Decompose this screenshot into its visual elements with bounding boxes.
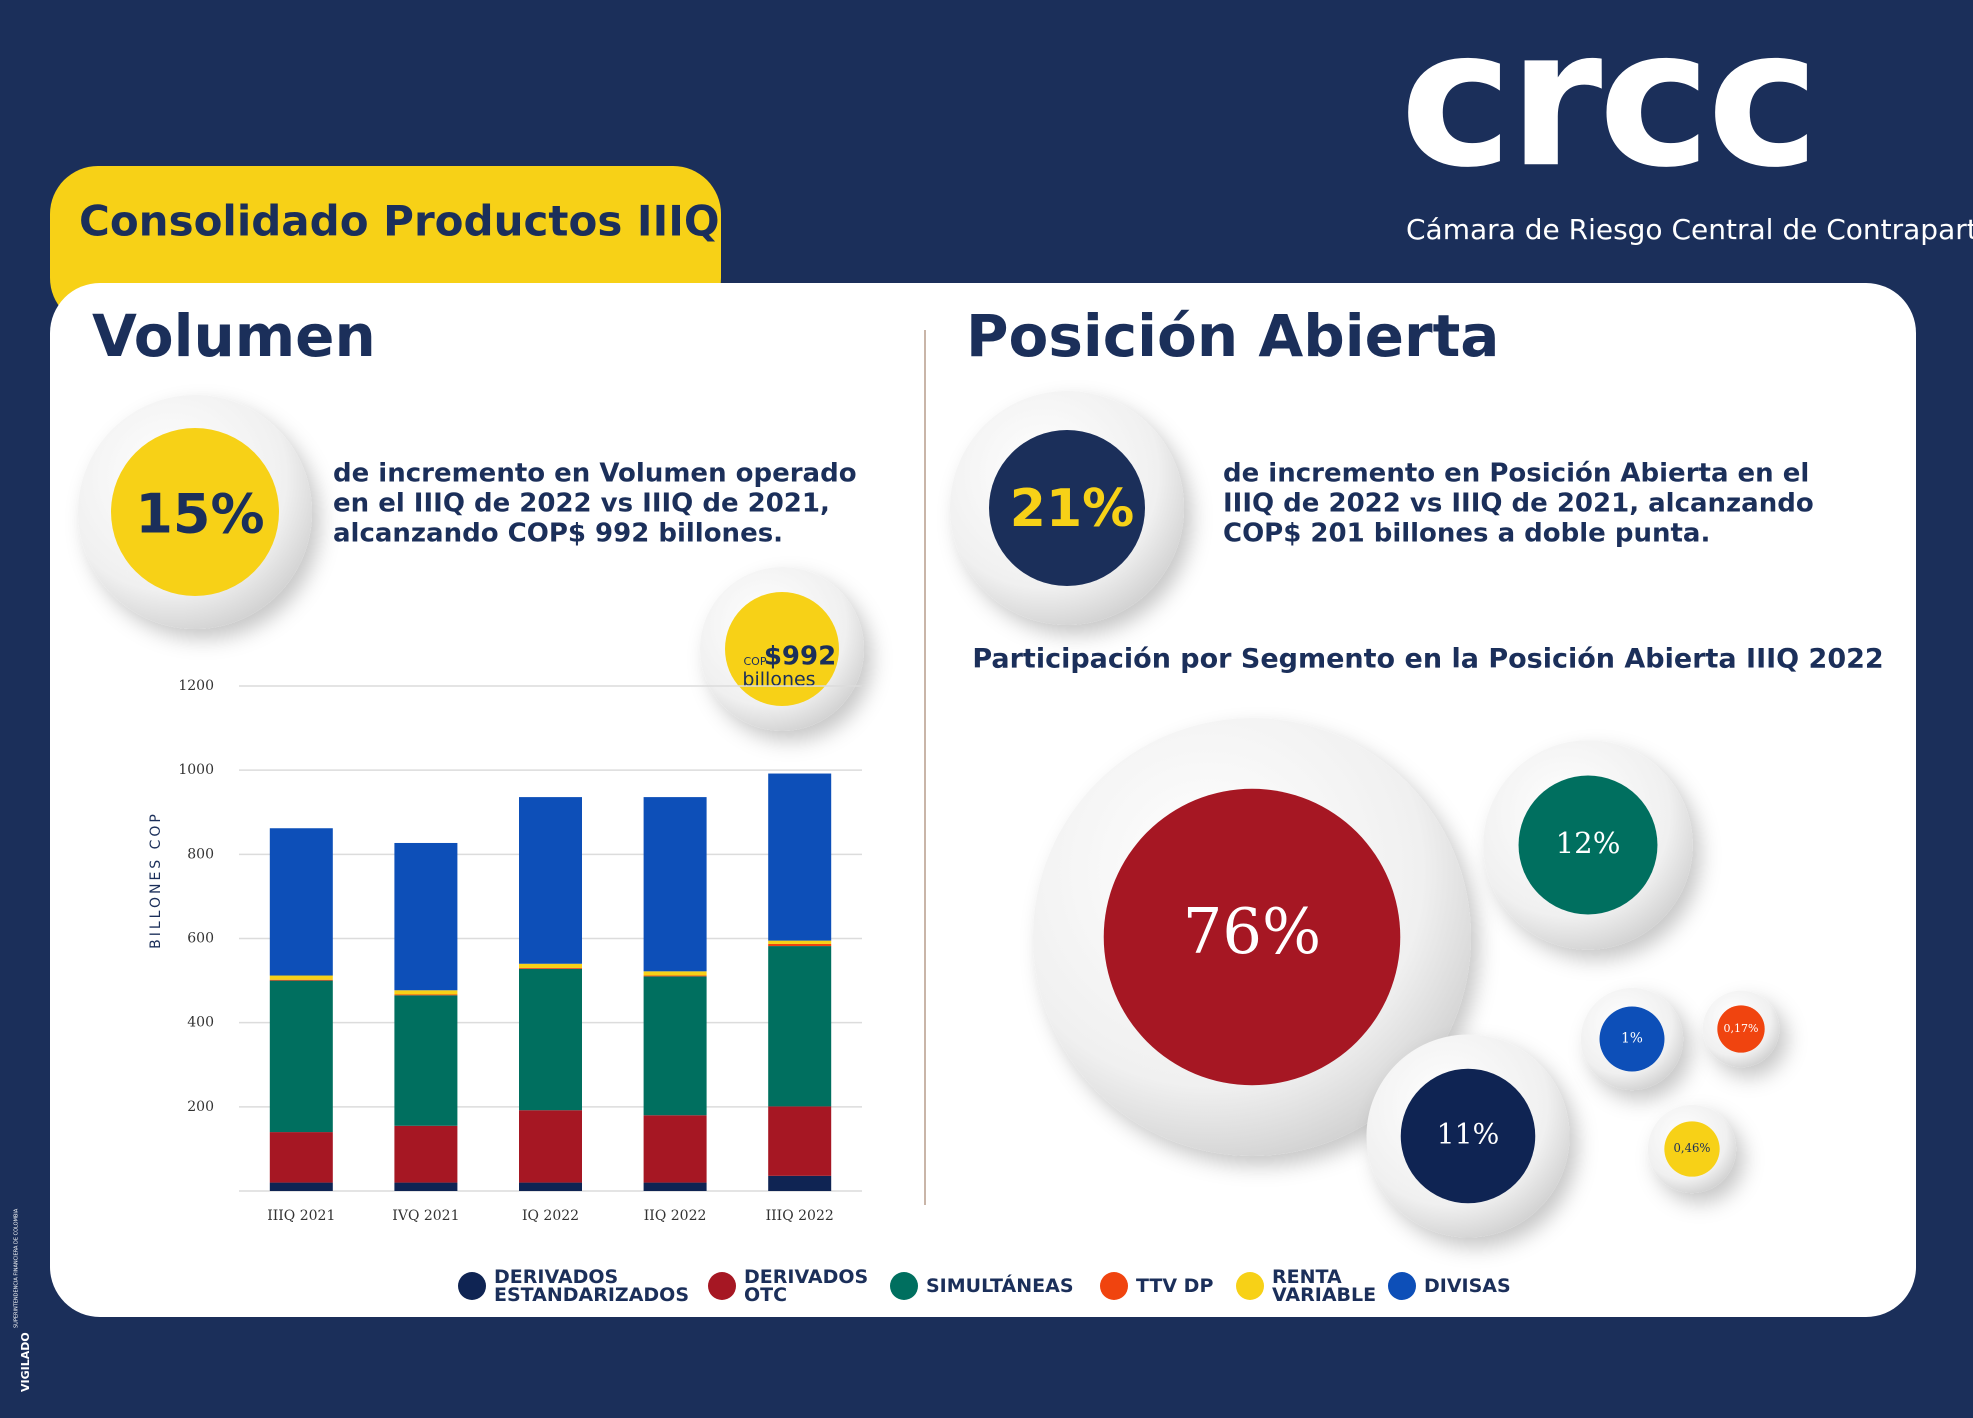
- paragraph-line: alcanzando COP$ 992 billones.: [333, 519, 783, 549]
- bar-segment: [643, 971, 707, 976]
- stat: 15%: [135, 483, 264, 546]
- stat-circle: [111, 428, 279, 596]
- legend-label: DERIVADOS OTC: [744, 1265, 869, 1306]
- bubble: [1103, 788, 1401, 1086]
- legend-swatch: [1236, 1272, 1264, 1300]
- bar-segment: [394, 1125, 458, 1183]
- bar-segment: [643, 1182, 707, 1191]
- stat-circle: [989, 430, 1145, 586]
- bubble: [1400, 1068, 1536, 1204]
- bubble-label: 0,46%: [1674, 1141, 1711, 1155]
- bar-segment: [643, 1115, 707, 1183]
- bar-segment: [269, 980, 333, 1133]
- bar-segment: [768, 940, 832, 944]
- y-tick-label: 800: [187, 846, 214, 862]
- legend-swatch: [1388, 1272, 1416, 1300]
- bar-segment: [269, 975, 333, 980]
- header-title: Consolidado Productos IIIQ: [79, 197, 720, 246]
- legend-swatch: [458, 1272, 486, 1300]
- bar-segment: [768, 946, 832, 1107]
- bar-segment: [269, 1132, 333, 1183]
- y-tick-label: 1000: [178, 762, 214, 778]
- regulator: SUPERINTENDENCIA FINANCIERA DE COLOMBIA: [14, 1208, 20, 1328]
- legend-item: SIMULTÁNEAS: [890, 1266, 1074, 1306]
- chart-title: Participación por Segmento en la Posició…: [972, 644, 1883, 675]
- callout-currency: COP: [744, 655, 767, 668]
- bubble-label: 76%: [1183, 895, 1321, 968]
- vigilado: VIGILADO: [19, 1332, 32, 1392]
- logo: crcc: [1400, 0, 1816, 209]
- y-tick-label: 200: [187, 1099, 214, 1115]
- section-title: Volumen: [92, 302, 376, 370]
- legend-label: DERIVADOS ESTANDARIZADOS: [494, 1265, 690, 1306]
- bar-segment: [519, 968, 582, 1111]
- bar-segment: [643, 975, 707, 977]
- callout-circle: [725, 592, 839, 706]
- paragraph-line: IIIQ de 2022 vs IIIQ de 2021, alcanzando: [1223, 489, 1814, 519]
- section-title: Posición Abierta: [966, 302, 1499, 370]
- bar-segment: [394, 990, 458, 995]
- legend-swatch: [890, 1272, 918, 1300]
- legend-item: TTV DP: [1100, 1266, 1213, 1306]
- legend-label: DIVISAS: [1424, 1274, 1511, 1297]
- bar-segment: [519, 1110, 582, 1183]
- legend-item: DERIVADOS OTC: [708, 1266, 868, 1306]
- legend-label: SIMULTÁNEAS: [926, 1274, 1074, 1297]
- paragraph-line: COP$ 201 billones a doble punta.: [1223, 519, 1710, 549]
- legend-item: DIVISAS: [1388, 1266, 1511, 1306]
- paragraph-line: de incremento en Volumen operado: [333, 459, 857, 489]
- bar-segment: [643, 976, 707, 1116]
- bar-segment: [519, 797, 582, 964]
- y-axis-title: BILLONES COP: [148, 811, 164, 949]
- legend-label: TTV DP: [1136, 1274, 1214, 1297]
- x-tick-label: IIQ 2022: [644, 1208, 707, 1224]
- bar-segment: [768, 1106, 832, 1176]
- x-tick-label: IVQ 2021: [392, 1208, 459, 1224]
- logo-subtitle: Cámara de Riesgo Central de Contraparte: [1406, 213, 1973, 246]
- legend-item: RENTA VARIABLE: [1236, 1266, 1376, 1306]
- x-tick-label: IIIQ 2021: [267, 1208, 335, 1224]
- paragraph-line: en el IIIQ de 2022 vs IIIQ de 2021,: [333, 489, 830, 519]
- bubble-label: 11%: [1437, 1118, 1500, 1151]
- bubble-label: 0,17%: [1724, 1022, 1759, 1035]
- bubble-label: 12%: [1556, 826, 1621, 860]
- bar-segment: [519, 1182, 582, 1191]
- legend-item: DERIVADOS ESTANDARIZADOS: [458, 1266, 689, 1306]
- legend-label: RENTA VARIABLE: [1272, 1265, 1377, 1306]
- y-tick-label: 1200: [178, 678, 214, 694]
- bubble-label: 1%: [1621, 1031, 1643, 1047]
- y-tick-label: 400: [187, 1015, 214, 1031]
- bar-segment: [269, 1182, 333, 1191]
- bar-segment: [394, 1182, 458, 1191]
- y-tick-label: 600: [187, 931, 214, 947]
- legend-swatch: [1100, 1272, 1128, 1300]
- callout-amount: $992: [764, 642, 836, 672]
- bubble: [1664, 1121, 1720, 1177]
- bubble: [1518, 775, 1658, 915]
- bubble: [1599, 1006, 1665, 1072]
- bar-segment: [519, 963, 582, 968]
- paragraph-line: de incremento en Posición Abierta en el: [1223, 459, 1809, 489]
- bar-segment: [394, 994, 458, 996]
- bar-segment: [269, 828, 333, 976]
- stat: 21%: [1010, 479, 1134, 539]
- x-tick-label: IIIQ 2022: [766, 1208, 834, 1224]
- bar-segment: [768, 943, 832, 947]
- bar-segment: [768, 1175, 832, 1191]
- bar-segment: [643, 797, 707, 972]
- callout-unit: billones: [742, 669, 815, 691]
- bar-segment: [394, 995, 458, 1126]
- x-tick-label: IQ 2022: [522, 1208, 579, 1224]
- bar-segment: [394, 842, 458, 991]
- bar-segment: [519, 967, 582, 969]
- bar-segment: [269, 979, 333, 981]
- legend-swatch: [708, 1272, 736, 1300]
- bubble: [1717, 1005, 1765, 1053]
- bar-segment: [768, 773, 832, 941]
